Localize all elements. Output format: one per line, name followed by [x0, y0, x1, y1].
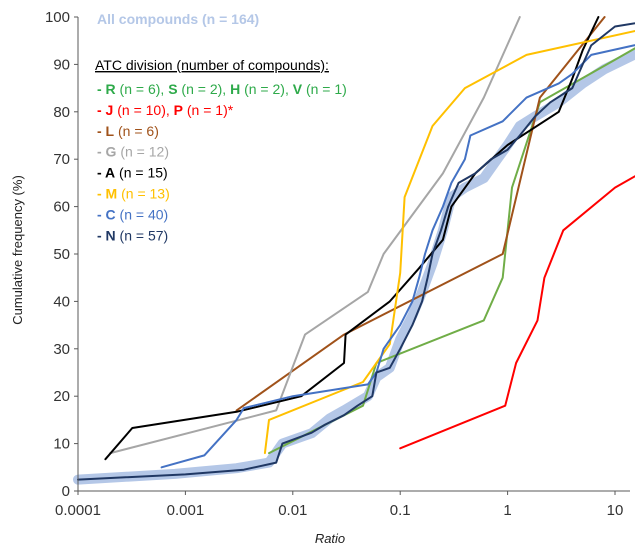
axes-layer: 0 10 20 30 40 50 60 70 80 90 100 0.0001 0.001 0.01 0.1…	[45, 9, 630, 519]
y-tick-label: 30	[53, 341, 70, 358]
y-tick-label: 10	[53, 436, 70, 453]
legend-all-compounds: All compounds (n = 164)	[97, 11, 259, 27]
legend-entry-7: - N (n = 57)	[97, 227, 168, 243]
y-tick-label: 40	[53, 293, 70, 310]
legend-entry-4: - A (n = 15)	[97, 165, 168, 181]
x-tick-label: 0.01	[278, 502, 307, 519]
legend-entry-6: - C (n = 40)	[97, 206, 168, 222]
y-tick-label: 20	[53, 388, 70, 405]
series-line-2	[399, 175, 635, 450]
legend-entry-2: - L (n = 6)	[97, 123, 159, 139]
y-tick-label: 90	[53, 56, 70, 73]
legend-entry-1: - J (n = 10), P (n = 1)*	[97, 102, 234, 118]
legend-title: ATC division (number of compounds):	[95, 57, 329, 73]
series-line-1	[268, 47, 635, 455]
series-line-5	[104, 16, 600, 461]
y-tick-label: 0	[62, 483, 70, 500]
x-tick-label: 10	[607, 502, 624, 519]
x-tick-label: 0.0001	[55, 502, 101, 519]
series-line-8	[77, 22, 635, 481]
y-tick-label: 70	[53, 151, 70, 168]
x-tick-label: 0.001	[167, 502, 205, 519]
series-line-6	[263, 29, 635, 455]
y-tick-label: 50	[53, 246, 70, 263]
series-line-3	[235, 16, 606, 412]
legend-entry-3: - G (n = 12)	[97, 144, 169, 160]
legend-entry-5: - M (n = 13)	[97, 186, 170, 202]
y-axis-title: Cumulative frequency (%)	[10, 175, 25, 325]
y-tick-label: 80	[53, 104, 70, 121]
legend-entry-0: - R (n = 6), S (n = 2), H (n = 2), V (n …	[97, 81, 347, 97]
series-line-4	[109, 16, 521, 455]
legend: All compounds (n = 164) ATC division (nu…	[95, 11, 347, 243]
x-tick-label: 0.1	[390, 502, 411, 519]
y-tick-label: 60	[53, 199, 70, 216]
y-tick-label: 100	[45, 9, 70, 26]
x-axis-title: Ratio	[315, 531, 345, 546]
x-tick-label: 1	[503, 502, 511, 519]
series-line-7	[160, 44, 635, 469]
series-layer	[73, 16, 635, 485]
